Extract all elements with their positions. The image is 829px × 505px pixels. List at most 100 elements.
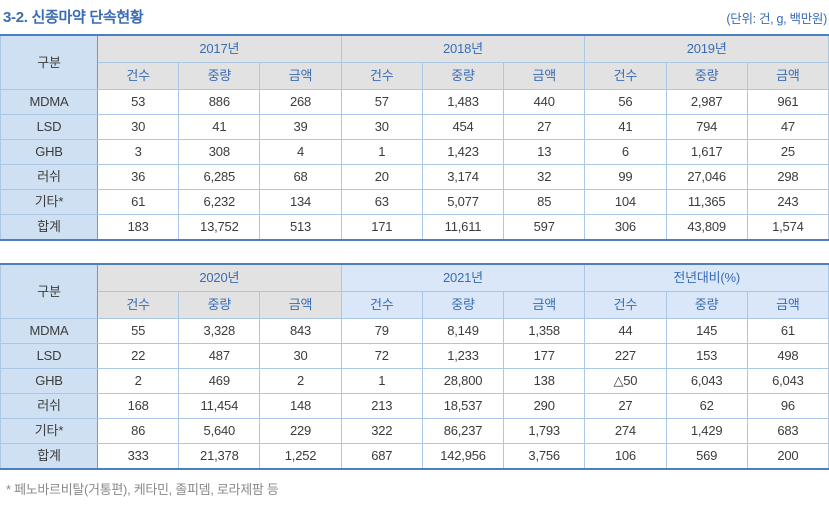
cell: 56 bbox=[584, 89, 667, 115]
col-weight: 중량 bbox=[178, 291, 261, 319]
cell: 63 bbox=[340, 189, 423, 215]
cell: 39 bbox=[259, 114, 342, 140]
cell: 61 bbox=[96, 189, 180, 215]
cell: 440 bbox=[503, 89, 586, 115]
cell: 142,956 bbox=[421, 443, 505, 470]
cell: 6,285 bbox=[178, 164, 261, 190]
cell: 1,252 bbox=[259, 443, 342, 470]
cell: 41 bbox=[178, 114, 261, 140]
cell: 30 bbox=[340, 114, 423, 140]
cell: 961 bbox=[746, 89, 829, 115]
col-weight: 중량 bbox=[421, 291, 505, 319]
year-header-row: 구분 2017년 2018년 2019년 bbox=[0, 34, 829, 90]
cell: 227 bbox=[584, 343, 667, 369]
cell: 3 bbox=[96, 139, 180, 165]
table-row-total: 합계 183 13,752 513 171 11,611 597 306 43,… bbox=[0, 214, 829, 241]
cell: 13 bbox=[503, 139, 586, 165]
row-label: 러쉬 bbox=[0, 393, 98, 419]
col-amount: 금액 bbox=[746, 291, 829, 319]
cell: 268 bbox=[259, 89, 342, 115]
cell: 106 bbox=[584, 443, 667, 470]
col-amount: 금액 bbox=[746, 62, 829, 90]
unit-label: (단위: 건, g, 백만원) bbox=[726, 12, 827, 26]
cell: 843 bbox=[259, 318, 342, 344]
cell: 6,043 bbox=[746, 368, 829, 394]
cell: 6 bbox=[584, 139, 667, 165]
cell: 27 bbox=[584, 393, 667, 419]
cell: 145 bbox=[665, 318, 748, 344]
table-row: MDMA 53 886 268 57 1,483 440 56 2,987 96… bbox=[0, 89, 829, 115]
table-row-total: 합계 333 21,378 1,252 687 142,956 3,756 10… bbox=[0, 443, 829, 470]
cell: 229 bbox=[259, 418, 342, 444]
table-row: GHB 2 469 2 1 28,800 138 △50 6,043 6,043 bbox=[0, 368, 829, 394]
category-header: 구분 bbox=[0, 263, 98, 319]
row-label: 합계 bbox=[0, 443, 98, 470]
cell: 99 bbox=[584, 164, 667, 190]
cell: 20 bbox=[340, 164, 423, 190]
sub-header-row: 건수 중량 금액 건수 중량 금액 건수 중량 금액 bbox=[1, 291, 829, 319]
cell: 85 bbox=[503, 189, 586, 215]
cell: 794 bbox=[665, 114, 748, 140]
cell: 11,611 bbox=[421, 214, 505, 241]
cell: 86 bbox=[96, 418, 180, 444]
footnote: * 페노바르비탈(거통편), 케타민, 졸피뎀, 로라제팜 등 bbox=[6, 482, 279, 497]
cell: 513 bbox=[259, 214, 342, 241]
cell: 44 bbox=[584, 318, 667, 344]
row-label: LSD bbox=[0, 114, 98, 140]
cell: 1 bbox=[340, 368, 423, 394]
cell: 2,987 bbox=[665, 89, 748, 115]
cell: 4 bbox=[259, 139, 342, 165]
cell: 96 bbox=[746, 393, 829, 419]
cell: 1,574 bbox=[746, 214, 829, 241]
cell: △50 bbox=[584, 368, 667, 394]
col-weight: 중량 bbox=[421, 62, 505, 90]
col-amount: 금액 bbox=[503, 291, 586, 319]
cell: 168 bbox=[96, 393, 180, 419]
cell: 30 bbox=[259, 343, 342, 369]
col-weight: 중량 bbox=[178, 62, 261, 90]
cell: 47 bbox=[746, 114, 829, 140]
col-weight: 중량 bbox=[665, 291, 748, 319]
col-count: 건수 bbox=[96, 291, 180, 319]
cell: 322 bbox=[340, 418, 423, 444]
table-2020-2021-yoy: 구분 2020년 2021년 전년대비(%) 건수 중량 금액 건수 중량 금액… bbox=[0, 263, 829, 470]
cell: 333 bbox=[96, 443, 180, 470]
table-row: 러쉬 168 11,454 148 213 18,537 290 27 62 9… bbox=[0, 393, 829, 419]
cell: 308 bbox=[178, 139, 261, 165]
cell: 53 bbox=[96, 89, 180, 115]
cell: 3,756 bbox=[503, 443, 586, 470]
cell: 290 bbox=[503, 393, 586, 419]
table-2017-2019: 구분 2017년 2018년 2019년 건수 중량 금액 건수 중량 금액 건… bbox=[0, 34, 829, 241]
cell: 306 bbox=[584, 214, 667, 241]
col-amount: 금액 bbox=[503, 62, 586, 90]
cell: 13,752 bbox=[178, 214, 261, 241]
cell: 86,237 bbox=[421, 418, 505, 444]
table-row: 러쉬 36 6,285 68 20 3,174 32 99 27,046 298 bbox=[0, 164, 829, 190]
cell: 487 bbox=[178, 343, 261, 369]
cell: 177 bbox=[503, 343, 586, 369]
col-amount: 금액 bbox=[259, 62, 342, 90]
cell: 6,043 bbox=[665, 368, 748, 394]
cell: 687 bbox=[340, 443, 423, 470]
row-label: 러쉬 bbox=[0, 164, 98, 190]
cell: 28,800 bbox=[421, 368, 505, 394]
col-count: 건수 bbox=[584, 291, 667, 319]
cell: 597 bbox=[503, 214, 586, 241]
category-header: 구분 bbox=[0, 34, 98, 90]
cell: 22 bbox=[96, 343, 180, 369]
cell: 153 bbox=[665, 343, 748, 369]
cell: 2 bbox=[96, 368, 180, 394]
cell: 138 bbox=[503, 368, 586, 394]
doc-header: 3-2. 신종마약 단속현황 (단위: 건, g, 백만원) bbox=[0, 0, 829, 34]
cell: 41 bbox=[584, 114, 667, 140]
cell: 498 bbox=[746, 343, 829, 369]
row-label: 기타* bbox=[0, 418, 98, 444]
row-label: GHB bbox=[0, 139, 98, 165]
cell: 2 bbox=[259, 368, 342, 394]
table-row: 기타* 86 5,640 229 322 86,237 1,793 274 1,… bbox=[0, 418, 829, 444]
cell: 21,378 bbox=[178, 443, 261, 470]
cell: 454 bbox=[421, 114, 505, 140]
cell: 1 bbox=[340, 139, 423, 165]
year-header-row: 구분 2020년 2021년 전년대비(%) bbox=[0, 263, 829, 319]
cell: 5,640 bbox=[178, 418, 261, 444]
